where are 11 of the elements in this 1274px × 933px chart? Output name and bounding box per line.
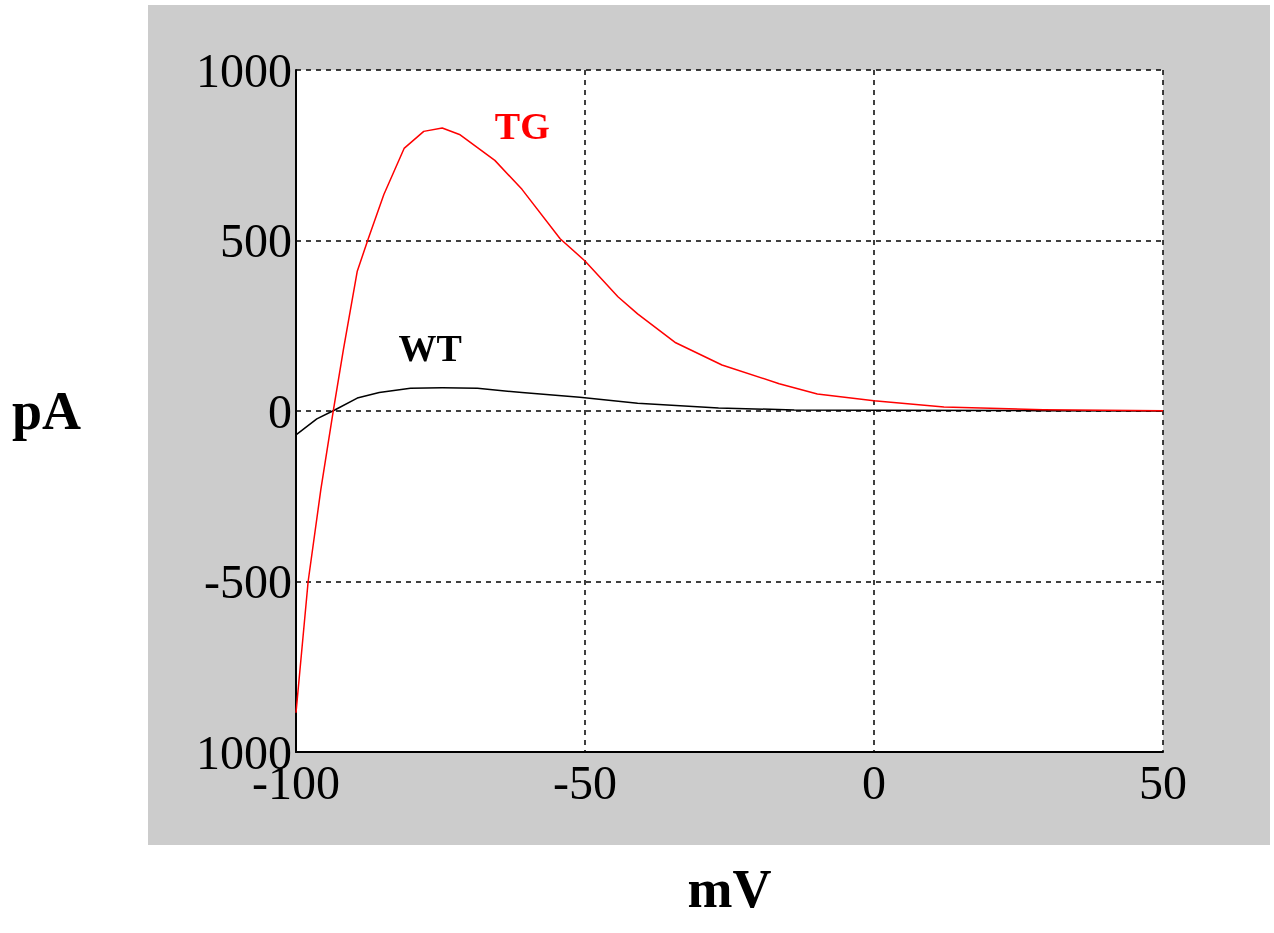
y-axis-title: pA [11,381,81,441]
series-label: TG [494,104,550,147]
x-tick-label: 50 [1139,755,1187,809]
x-axis-title: mV [687,859,772,919]
series-label: WT [398,326,462,369]
y-tick-label: -500 [204,555,292,608]
x-tick-label: 0 [862,755,886,809]
y-tick-label: 500 [220,214,292,267]
y-tick-label: 1000 [196,43,292,97]
x-tick-label: -50 [553,755,617,809]
y-tick-label: 0 [268,384,292,438]
